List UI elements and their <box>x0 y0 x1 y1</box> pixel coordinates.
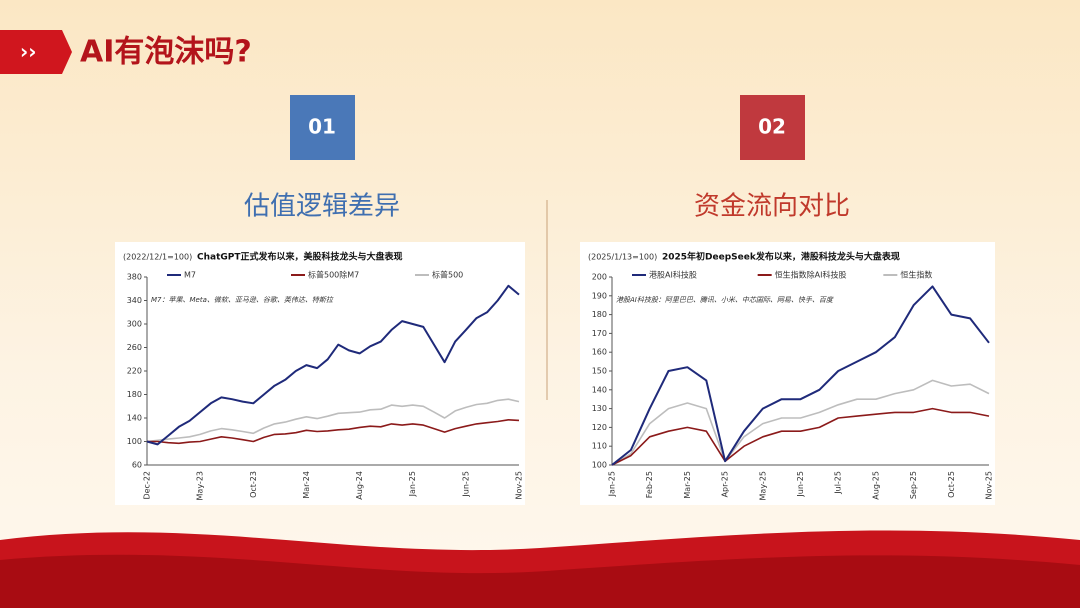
x-tick-label: Jun-25 <box>461 471 470 498</box>
section-heading: 估值逻辑差异 <box>244 192 400 222</box>
x-tick-label: Jan-25 <box>408 471 417 497</box>
y-tick-label: 160 <box>592 348 607 357</box>
series-line <box>611 285 990 466</box>
section-badge <box>740 95 805 160</box>
chevrons: ›› <box>20 40 36 64</box>
y-tick-label: 140 <box>592 385 607 394</box>
y-tick-label: 130 <box>592 404 607 413</box>
y-tick-label: 110 <box>592 442 607 451</box>
x-tick-label: Mar-24 <box>302 471 311 499</box>
title-badge <box>0 30 72 74</box>
series-line <box>147 419 520 445</box>
section-number: 02 <box>758 115 786 139</box>
x-tick-label: Nov-25 <box>985 471 994 499</box>
y-tick-label: 100 <box>592 461 607 470</box>
chart-panel <box>580 242 995 505</box>
x-tick-label: Oct-23 <box>249 471 258 498</box>
x-tick-label: Oct-25 <box>947 471 956 498</box>
y-tick-label: 220 <box>127 367 142 376</box>
chart-note: 港股AI科技股：阿里巴巴、腾讯、小米、中芯国际、网易、快手、百度 <box>616 296 834 304</box>
legend-label: M7 <box>184 271 196 280</box>
y-tick-label: 200 <box>592 273 607 282</box>
legend-label: 标普500除M7 <box>308 270 359 280</box>
series-line <box>146 284 520 446</box>
y-tick-label: 140 <box>127 414 142 423</box>
x-tick-label: May-23 <box>196 471 205 500</box>
y-tick-label: 340 <box>127 296 142 305</box>
legend-label: 恒生指数 <box>900 270 932 280</box>
chart-title: ChatGPT正式发布以来，美股科技龙头与大盘表现 <box>197 251 403 263</box>
y-tick-label: 180 <box>592 310 607 319</box>
red-wave-dark <box>0 554 1080 608</box>
legend-label: 港股AI科技股 <box>649 270 697 280</box>
chart-subtitle: (2025/1/13=100) <box>588 253 657 262</box>
x-tick-label: Nov-25 <box>515 471 524 499</box>
x-tick-label: May-25 <box>758 471 767 500</box>
x-tick-label: Jun-25 <box>796 471 805 498</box>
x-tick-label: Aug-25 <box>871 471 880 500</box>
section-heading: 资金流向对比 <box>694 192 850 222</box>
legend-label: 恒生指数除AI科技股 <box>775 270 847 280</box>
section-number: 01 <box>308 115 336 139</box>
y-tick-label: 60 <box>132 461 142 470</box>
series-line <box>611 407 990 466</box>
x-tick-label: Sep-25 <box>909 471 918 499</box>
legend-label: 标普500 <box>432 270 463 280</box>
x-tick-label: Apr-25 <box>721 471 730 497</box>
series-line <box>146 398 520 443</box>
x-tick-label: Feb-25 <box>645 471 654 498</box>
y-tick-label: 380 <box>127 273 142 282</box>
y-tick-label: 190 <box>592 291 607 300</box>
x-tick-label: Mar-25 <box>683 471 692 499</box>
chart-subtitle: (2022/12/1=100) <box>123 253 192 262</box>
y-tick-label: 100 <box>127 437 142 446</box>
y-tick-label: 260 <box>127 343 142 352</box>
chart-panel <box>115 242 525 505</box>
x-tick-label: Aug-24 <box>355 471 364 500</box>
y-tick-label: 170 <box>592 329 607 338</box>
section-badge <box>290 95 355 160</box>
y-tick-label: 120 <box>592 423 607 432</box>
y-tick-label: 180 <box>127 390 142 399</box>
x-tick-label: Dec-22 <box>143 471 152 500</box>
chart-note: M7：苹果、Meta、微软、亚马逊、谷歌、英伟达、特斯拉 <box>151 296 334 304</box>
chart-title: 2025年初DeepSeek发布以来，港股科技龙头与大盘表现 <box>662 251 900 263</box>
x-tick-label: Jan-25 <box>608 471 617 497</box>
y-tick-label: 150 <box>592 367 607 376</box>
x-tick-label: Jul-25 <box>834 471 843 495</box>
slide-title: AI有泡沫吗? <box>80 35 252 70</box>
series-line <box>611 379 990 466</box>
y-tick-label: 300 <box>127 320 142 329</box>
